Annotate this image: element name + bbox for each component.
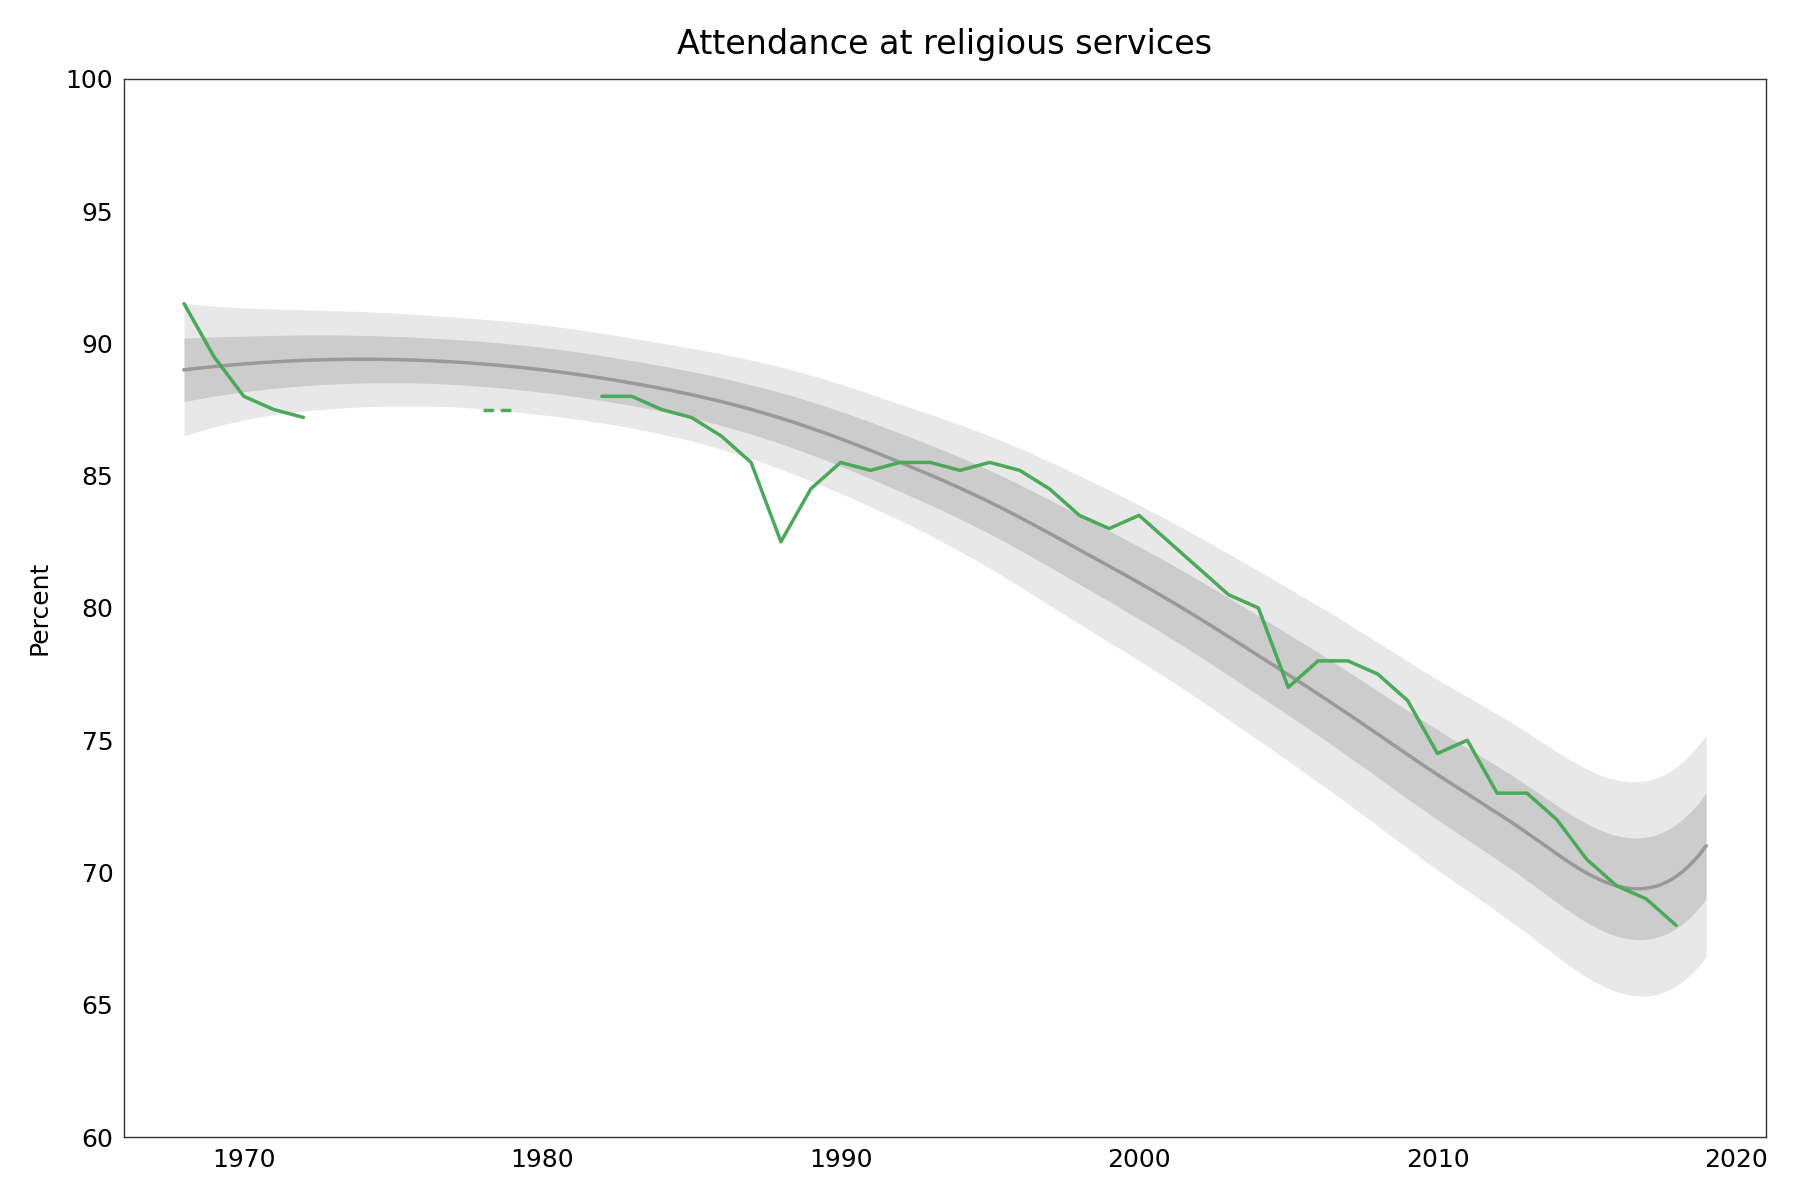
Title: Attendance at religious services: Attendance at religious services (677, 28, 1213, 61)
Y-axis label: Percent: Percent (27, 560, 52, 655)
